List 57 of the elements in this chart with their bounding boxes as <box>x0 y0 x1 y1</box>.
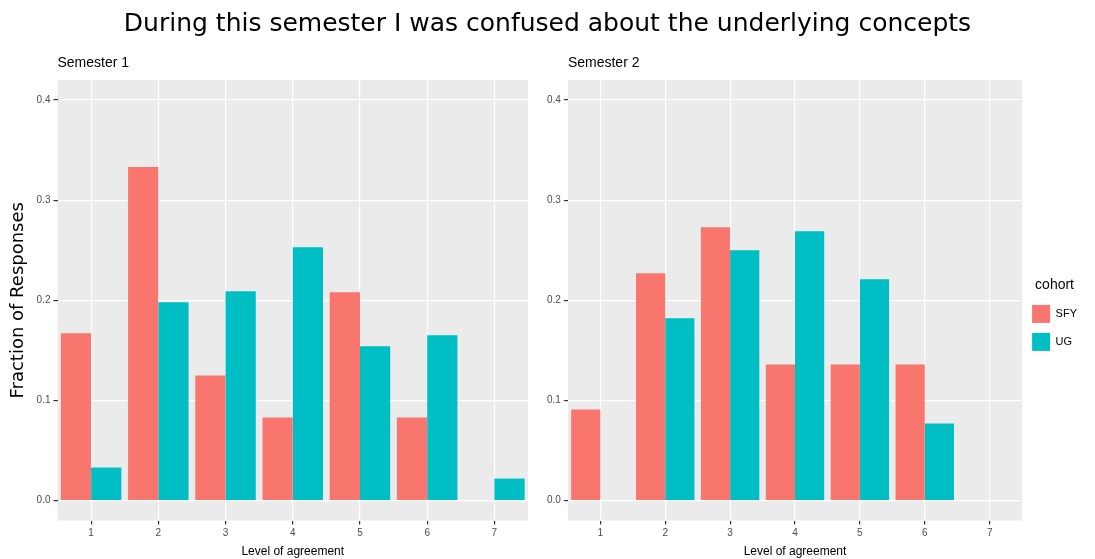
bar <box>329 292 360 500</box>
bar <box>91 467 122 500</box>
bar <box>396 417 428 500</box>
x-tick-label: 6 <box>922 527 928 539</box>
bar <box>158 302 189 500</box>
bar <box>292 247 323 500</box>
x-tick-label: 2 <box>662 527 669 539</box>
chart-subtitle: Semester 2 <box>567 54 640 70</box>
y-tick-label: 0.3 <box>36 193 51 205</box>
bar <box>795 231 825 500</box>
y-tick-label: 0.1 <box>547 394 562 406</box>
y-tick-label: 0.2 <box>547 294 562 306</box>
x-tick-label: 7 <box>491 527 498 539</box>
y-axis-title: Fraction of Responses <box>6 202 28 399</box>
legend-label: UG <box>1055 334 1073 347</box>
bar <box>636 273 666 500</box>
x-tick-label: 4 <box>792 527 799 539</box>
x-tick-label: 4 <box>289 527 296 539</box>
bar <box>195 375 226 500</box>
x-tick-label: 1 <box>88 527 95 539</box>
x-tick-label: 5 <box>857 527 864 539</box>
bar <box>262 417 293 500</box>
y-tick-label: 0.1 <box>36 394 51 406</box>
bar <box>427 335 458 500</box>
bar <box>895 364 925 500</box>
y-tick-label: 0.4 <box>36 93 51 105</box>
bar <box>730 250 760 500</box>
y-tick-label: 0.2 <box>36 294 51 306</box>
x-tick-label: 3 <box>222 527 229 539</box>
x-tick-label: 3 <box>727 527 734 539</box>
bar <box>665 318 695 500</box>
y-tick-label: 0.0 <box>36 494 51 506</box>
bar <box>225 291 256 500</box>
bar <box>924 423 954 500</box>
x-axis-title: Level of agreement <box>743 544 848 559</box>
bar <box>359 346 391 500</box>
x-tick-label: 2 <box>155 527 162 539</box>
bar <box>60 333 92 500</box>
y-tick-label: 0.4 <box>547 93 562 105</box>
y-tick-label: 0.0 <box>547 494 562 506</box>
x-tick-label: 7 <box>986 527 993 539</box>
bar <box>765 364 795 500</box>
legend-title: cohort <box>1035 275 1075 292</box>
chart-title: During this semester I was confused about the underlying concepts <box>122 8 973 37</box>
chart-subtitle: Semester 1 <box>57 54 130 70</box>
x-axis-title: Level of agreement <box>241 544 345 559</box>
y-tick-label: 0.3 <box>547 193 562 205</box>
x-tick-label: 1 <box>597 527 604 539</box>
bar <box>830 364 860 500</box>
bar <box>494 478 525 500</box>
bar <box>859 279 890 500</box>
legend-label: SFY <box>1055 306 1078 319</box>
x-tick-label: 5 <box>357 527 364 539</box>
x-tick-label: 6 <box>424 527 431 539</box>
bar <box>571 409 601 500</box>
bar <box>700 227 731 500</box>
bar <box>128 167 159 500</box>
